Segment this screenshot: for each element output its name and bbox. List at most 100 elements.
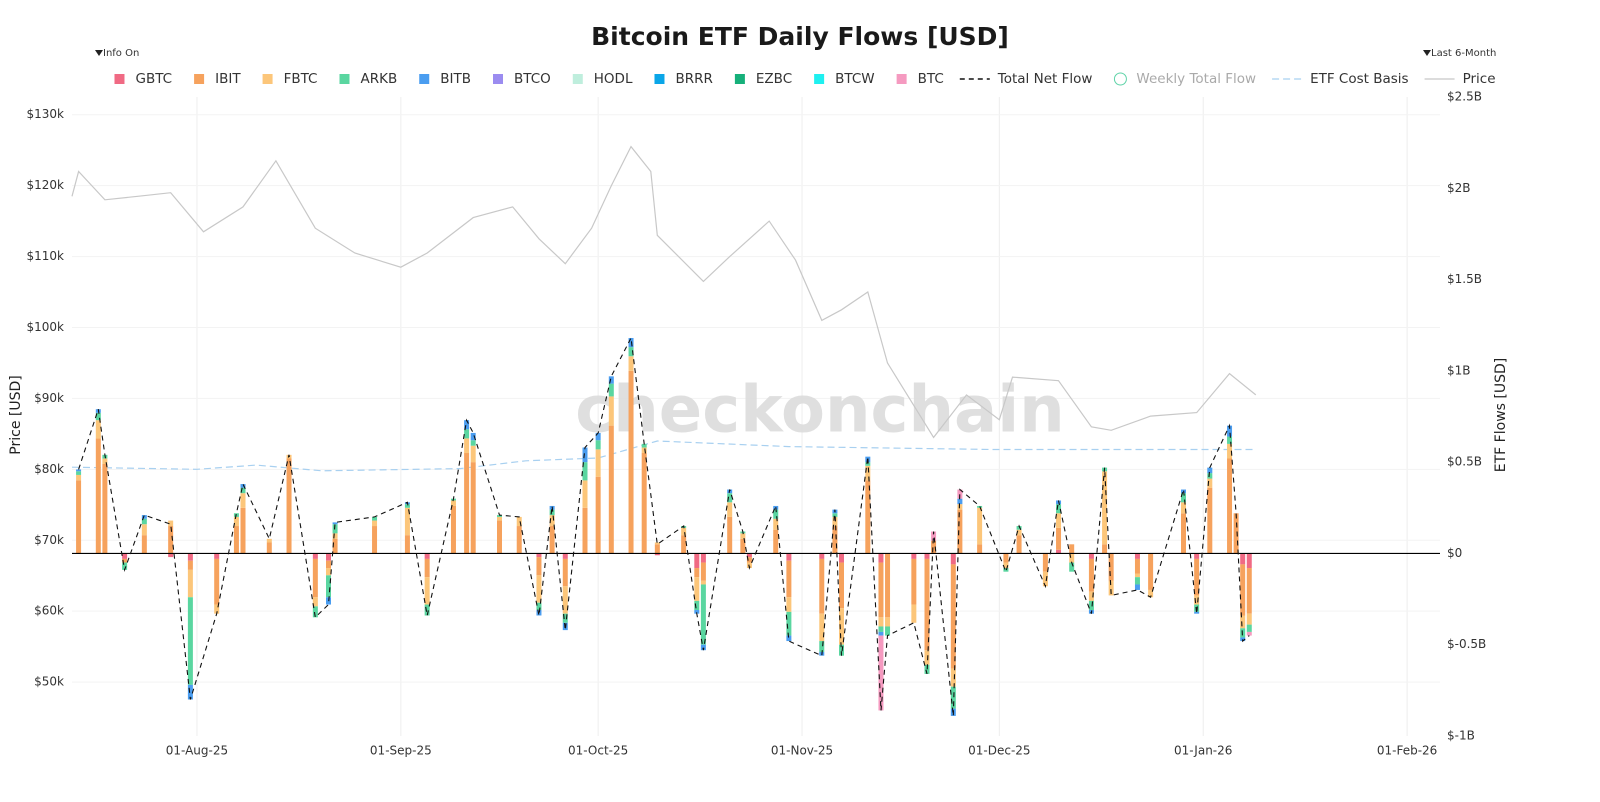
bar	[957, 504, 963, 510]
bar	[839, 608, 844, 645]
bar	[76, 474, 82, 481]
bar	[549, 509, 555, 516]
legend-item: BTCW	[814, 71, 875, 87]
y2-axis-title: ETF Flows [USD]	[1493, 358, 1509, 472]
bar	[1246, 624, 1252, 632]
legend-item: EZBC	[734, 71, 792, 87]
bar	[1108, 580, 1114, 596]
legend-item: HODL	[572, 71, 633, 87]
bar	[832, 516, 838, 527]
legend-label: Price	[1463, 71, 1496, 87]
bar	[878, 626, 884, 632]
legend-item: Weekly Total Flow	[1113, 71, 1256, 87]
bar	[1181, 493, 1186, 503]
legend-item: BTCO	[493, 71, 551, 87]
legend-label: ARKB	[361, 71, 398, 87]
bar	[1148, 553, 1154, 590]
bar	[1088, 610, 1094, 614]
bar	[332, 538, 338, 554]
legend-label: EZBC	[756, 71, 792, 87]
bar	[1194, 553, 1200, 559]
legend-swatch	[814, 74, 825, 84]
y2-tick-label: $0	[1447, 546, 1462, 560]
bar	[1227, 425, 1233, 437]
bar	[911, 553, 917, 559]
bar	[536, 575, 542, 603]
bar	[931, 540, 937, 554]
bar	[516, 516, 522, 527]
dropdown-arrow	[95, 50, 103, 56]
bar	[773, 509, 779, 519]
y2-tick-label: $1.5B	[1447, 272, 1482, 286]
bar	[187, 553, 193, 561]
bar	[549, 526, 555, 554]
bar	[727, 516, 733, 554]
bar	[1069, 562, 1075, 572]
bar	[187, 597, 193, 685]
bar	[168, 553, 174, 558]
info-dropdown[interactable]: Info On	[95, 42, 167, 64]
bar	[470, 432, 476, 441]
bar	[1207, 487, 1213, 554]
bar	[1148, 589, 1154, 598]
y-tick-label: $120k	[27, 178, 65, 192]
bar	[700, 562, 706, 581]
bar	[76, 469, 82, 472]
bar	[1246, 553, 1252, 569]
bar	[1240, 628, 1246, 638]
dropdown-arrow	[1423, 50, 1431, 56]
bar	[326, 568, 331, 576]
bar	[1227, 436, 1233, 444]
bar	[1181, 489, 1186, 494]
bar	[1246, 631, 1252, 636]
bar	[819, 652, 825, 656]
y-tick-label: $130k	[27, 107, 65, 121]
legend-swatch	[896, 74, 907, 84]
bar	[595, 476, 601, 554]
bar	[549, 505, 555, 510]
bar	[832, 509, 838, 514]
legend-swatch	[572, 74, 583, 84]
bar	[773, 529, 779, 554]
bar	[497, 515, 502, 517]
y2-tick-label: $0.5B	[1447, 455, 1482, 469]
range-dropdown[interactable]: Last 6-Month	[1423, 42, 1543, 64]
y-tick-label: $70k	[34, 533, 64, 547]
bar	[266, 538, 272, 543]
legend-label: HODL	[594, 71, 633, 87]
bar	[464, 453, 470, 554]
bar	[562, 586, 568, 614]
bar	[1240, 615, 1246, 629]
bar	[608, 425, 614, 554]
bar	[122, 562, 128, 570]
bar	[95, 412, 101, 421]
bar	[694, 610, 700, 614]
bar	[1194, 611, 1200, 614]
bar	[1227, 443, 1233, 459]
bar	[819, 641, 825, 653]
y-tick-label: $110k	[27, 249, 65, 263]
bar	[1108, 553, 1114, 581]
bar	[950, 668, 956, 687]
bar	[1246, 613, 1252, 625]
legend-label: GBTC	[135, 71, 172, 87]
bar	[924, 558, 930, 651]
bar	[497, 520, 502, 554]
bar	[1134, 577, 1140, 585]
bar	[76, 471, 82, 475]
legend-swatch	[262, 74, 273, 84]
bar	[1233, 513, 1239, 554]
bar	[878, 631, 884, 636]
bar	[1181, 513, 1186, 554]
bar	[582, 507, 588, 554]
bar	[562, 553, 568, 559]
line-total-net-flow	[78, 336, 1250, 716]
bar	[694, 568, 700, 578]
bar	[1003, 553, 1009, 563]
bar	[924, 650, 930, 665]
x-tick-label: 01-Sep-25	[370, 744, 432, 758]
bar	[1134, 584, 1140, 590]
bar	[746, 557, 752, 563]
bar	[470, 440, 476, 446]
chart-title: Bitcoin ETF Daily Flows [USD]	[591, 22, 1009, 51]
